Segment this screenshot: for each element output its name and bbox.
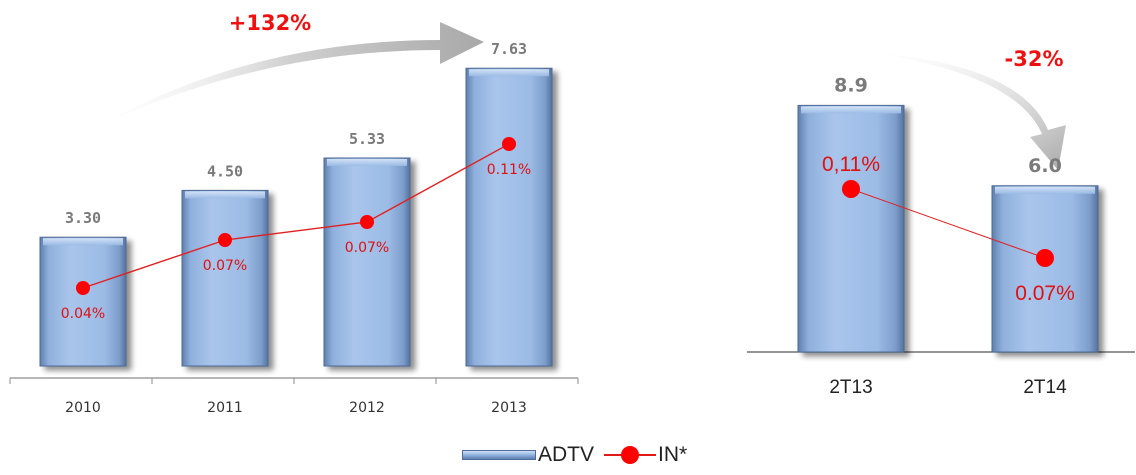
legend-item-adtv: ADTV <box>462 443 594 467</box>
category-label: 2012 <box>349 400 385 416</box>
bar-2T13 <box>797 104 905 353</box>
bar-value-label: 5.33 <box>349 130 385 148</box>
growth-arrow-up <box>95 22 484 128</box>
legend-line-swatch <box>604 444 657 466</box>
bar-value-label: 4.50 <box>207 162 243 180</box>
in-series-label: 0.07% <box>1015 282 1075 305</box>
legend-label-adtv: ADTV <box>538 443 595 466</box>
bar-2012 <box>323 157 411 367</box>
category-label: 2T14 <box>1023 377 1067 398</box>
in-series-marker <box>360 215 374 229</box>
bar-2T14 <box>991 185 1099 353</box>
category-label: 2013 <box>491 400 527 416</box>
in-series-label: 0.07% <box>203 258 247 274</box>
bar-value-label: 3.30 <box>65 209 101 227</box>
bar-2010 <box>39 236 127 367</box>
legend-label-in: IN* <box>658 443 688 466</box>
in-series-marker <box>842 180 860 198</box>
category-label: 2011 <box>207 400 243 416</box>
legend: ADTV IN* <box>462 440 687 470</box>
bar-2013 <box>465 67 553 367</box>
legend-item-in: IN* <box>604 443 687 467</box>
bar-value-label: 8.9 <box>834 74 868 96</box>
in-series-line <box>850 188 1046 259</box>
bar-value-label: 7.63 <box>491 40 527 58</box>
chart-quarterly: -32% 8.9 2T13 6.0 2T14 0,11% 0.07% <box>747 47 1135 398</box>
category-label: 2010 <box>65 400 101 416</box>
in-series-label: 0,11% <box>822 153 880 176</box>
growth-arrow-down <box>868 52 1066 170</box>
growth-label-quarterly: -32% <box>1005 47 1064 71</box>
in-series-marker <box>76 281 90 295</box>
bar-2011 <box>181 189 269 367</box>
in-series-line <box>82 143 510 289</box>
in-series-label: 0.04% <box>61 306 105 322</box>
growth-label-annual: +132% <box>229 11 311 35</box>
category-label: 2T13 <box>829 377 872 398</box>
chart-annual: +132% 3.30 2010 4.50 2011 5.33 2012 7.63 2013 0.… <box>9 11 579 416</box>
in-series-label: 0.07% <box>345 240 389 256</box>
bar-value-label: 6.0 <box>1028 155 1062 177</box>
in-series-marker <box>218 233 232 247</box>
legend-bar-swatch <box>462 450 536 460</box>
in-series-marker <box>1036 249 1054 267</box>
in-series-marker <box>502 137 516 151</box>
in-series-label: 0.11% <box>487 162 531 178</box>
